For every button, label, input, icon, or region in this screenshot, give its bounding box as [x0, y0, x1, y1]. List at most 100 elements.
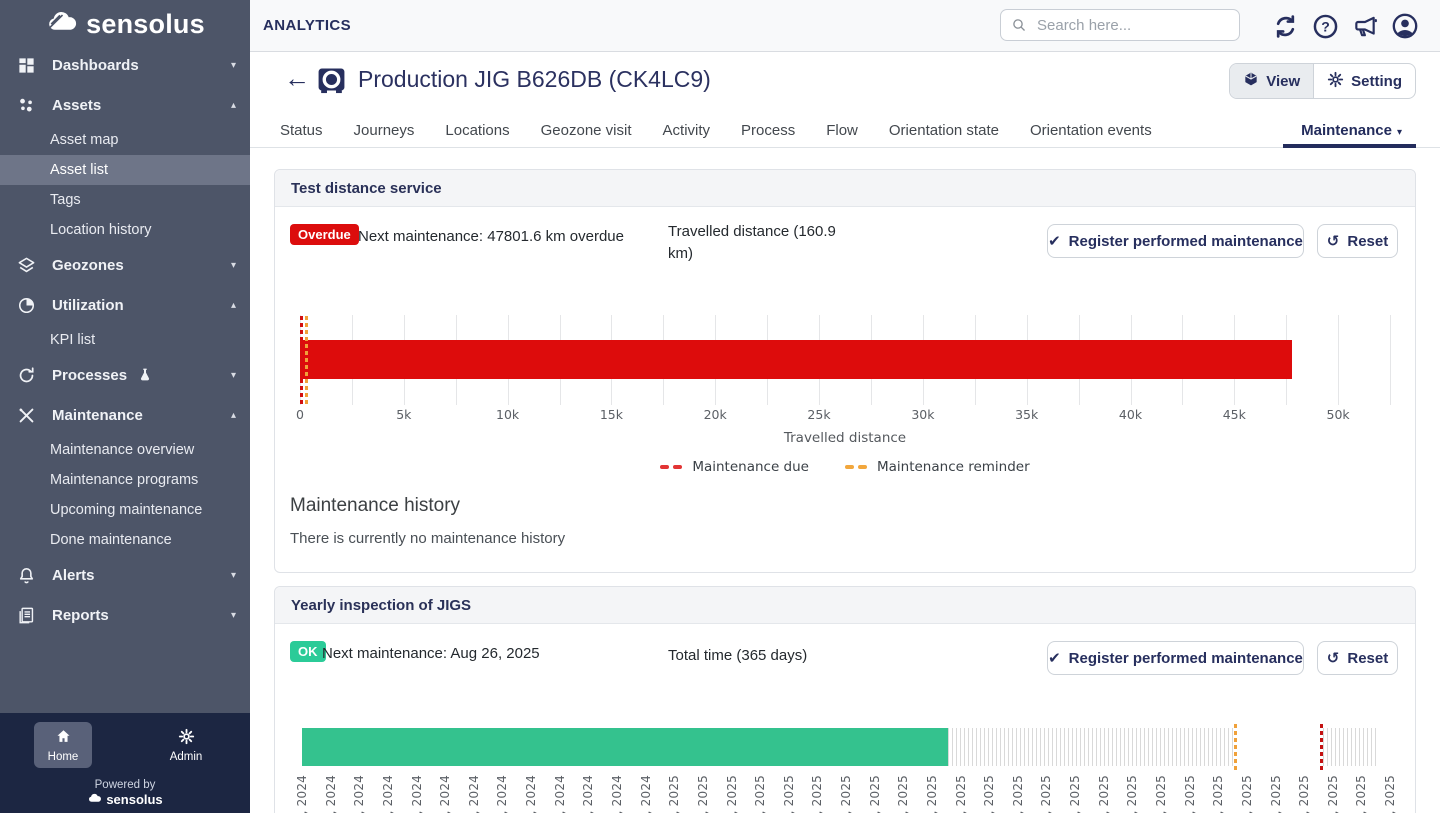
svg-text:?: ?: [1321, 18, 1330, 34]
tab-activity[interactable]: Activity: [662, 122, 711, 139]
search-box[interactable]: [1000, 9, 1240, 41]
sidebar-item-utilization[interactable]: Utilization ▴: [0, 285, 250, 325]
sidebar-item-assets[interactable]: Assets ▴: [0, 85, 250, 125]
setting-button[interactable]: Setting: [1313, 64, 1415, 98]
x-tick-date-label: Dec 16, 2024: [609, 775, 625, 813]
x-tick-date-label: Jun 4, 2025: [1096, 775, 1111, 813]
search-input[interactable]: [1035, 15, 1229, 35]
sidebar-item-label: Maintenance overview: [50, 442, 195, 458]
tab-flow[interactable]: Flow: [826, 122, 858, 139]
card-body: Overdue Next maintenance: 47801.6 km ove…: [275, 207, 1415, 573]
sidebar-item-asset-map[interactable]: Asset map: [0, 125, 250, 155]
x-tick-date-label: Dec 6, 2024: [581, 775, 596, 813]
chevron-down-icon: ▾: [230, 259, 236, 271]
x-tick-date-label: Jan 25, 2025: [724, 775, 740, 813]
sidebar-item-upcoming-maintenance[interactable]: Upcoming maintenance: [0, 495, 250, 525]
tab-geozone-visit[interactable]: Geozone visit: [540, 122, 632, 139]
tab-orientation-state[interactable]: Orientation state: [888, 122, 999, 139]
tab-maintenance[interactable]: Maintenance ▾: [1301, 122, 1402, 139]
x-tick-date-label: Sep 12, 2025: [1382, 775, 1398, 813]
topbar: ANALYTICS ?: [250, 0, 1440, 52]
x-tick-date-label: Sep 2, 2025: [1354, 775, 1369, 813]
elapsed-time-bar: [302, 728, 948, 766]
tab-status[interactable]: Status: [280, 122, 323, 139]
announcement-icon[interactable]: [1350, 11, 1380, 41]
x-tick-date-label: Mar 6, 2025: [839, 775, 853, 813]
x-tick-date-label: May 15, 2025: [1038, 775, 1054, 813]
sidebar-item-location-history[interactable]: Location history: [0, 215, 250, 245]
sidebar-item-reports[interactable]: Reports ▾: [0, 595, 250, 635]
sidebar-item-geozones[interactable]: Geozones ▾: [0, 245, 250, 285]
x-tick-date-label: Aug 28, 2024: [294, 775, 310, 813]
x-tick-date-label: May 5, 2025: [1010, 775, 1026, 813]
chart-legend: Maintenance due Maintenance reminder: [275, 459, 1415, 475]
home-button[interactable]: Home: [34, 722, 92, 768]
sidebar-item-maintenance[interactable]: Maintenance ▴: [0, 395, 250, 435]
chevron-down-icon: ▾: [230, 609, 236, 621]
tab-process[interactable]: Process: [741, 122, 796, 139]
x-tick-date-label: Mar 26, 2025: [895, 775, 911, 813]
x-tick-date-label: Aug 13, 2025: [1296, 775, 1312, 813]
content-column: ANALYTICS ? ← Production JIG B626DB (CK4…: [250, 0, 1440, 813]
sidebar-item-processes[interactable]: Processes ▾: [0, 355, 250, 395]
metric-text: Total time (365 days): [668, 647, 808, 664]
x-tick-date-label: Sep 7, 2024: [323, 775, 338, 813]
gridline: [1338, 315, 1340, 405]
sidebar-item-tags[interactable]: Tags: [0, 185, 250, 215]
sidebar-item-asset-list[interactable]: Asset list: [0, 155, 250, 185]
view-button[interactable]: View: [1230, 64, 1314, 98]
register-maintenance-button[interactable]: ✔ Register performed maintenance: [1047, 641, 1304, 675]
gear-icon: [178, 728, 195, 748]
chevron-down-icon: ▾: [1396, 127, 1402, 138]
maintenance-history-empty: There is currently no maintenance histor…: [290, 530, 566, 547]
processes-cycle-icon: [16, 365, 36, 385]
admin-button[interactable]: Admin: [152, 722, 220, 768]
active-tab-underline: [1283, 144, 1416, 148]
sidebar-item-label: Assets: [52, 96, 102, 114]
user-avatar-icon[interactable]: [1390, 11, 1420, 41]
chevron-down-icon: ▾: [230, 59, 236, 71]
maintenance-reminder-line: [305, 316, 309, 406]
search-icon: [1013, 19, 1026, 32]
next-maintenance-text: Next maintenance: 47801.6 km overdue: [358, 228, 624, 245]
sidebar-item-label: Geozones: [52, 256, 124, 274]
reset-button[interactable]: ↺ Reset: [1317, 641, 1398, 675]
x-tick-date-label: Nov 26, 2024: [552, 775, 568, 813]
x-tick-date-label: Jun 14, 2025: [1124, 775, 1140, 813]
jig-asset-icon: [316, 64, 347, 95]
chevron-down-icon: ▾: [230, 369, 236, 381]
sidebar-item-label: Alerts: [52, 566, 95, 584]
tab-bar: Status Journeys Locations Geozone visit Acti…: [250, 114, 1440, 148]
sync-icon[interactable]: [1270, 11, 1300, 41]
tab-orientation-events[interactable]: Orientation events: [1029, 122, 1152, 139]
tab-locations[interactable]: Locations: [445, 122, 510, 139]
card-title: Yearly inspection of JIGS: [275, 587, 1415, 624]
brand-name: sensolus: [86, 9, 205, 39]
reset-button[interactable]: ↺ Reset: [1317, 224, 1398, 258]
chevron-down-icon: ▾: [230, 569, 236, 581]
main-area: ← Production JIG B626DB (CK4LC9) View Se…: [250, 52, 1440, 813]
sidebar-item-label: Upcoming maintenance: [50, 502, 203, 518]
sidebar-item-maintenance-overview[interactable]: Maintenance overview: [0, 435, 250, 465]
powered-by: Powered by sensolus: [0, 779, 250, 807]
x-tick-date-label: Sep 17, 2024: [351, 775, 367, 813]
tab-journeys[interactable]: Journeys: [353, 122, 415, 139]
flask-icon: [137, 367, 153, 383]
sidebar-item-dashboards[interactable]: Dashboards ▾: [0, 45, 250, 85]
register-maintenance-button[interactable]: ✔ Register performed maintenance: [1047, 224, 1304, 258]
x-tick-date-label: Jul 4, 2025: [1182, 775, 1197, 813]
remaining-time-hatch: [948, 728, 1234, 766]
travelled-distance-bar: [300, 340, 1292, 379]
reports-doc-icon: [16, 605, 36, 625]
gridline: [1390, 315, 1391, 405]
sidebar-item-label: Asset list: [50, 162, 109, 178]
alerts-bell-icon: [16, 565, 36, 585]
sidebar-item-alerts[interactable]: Alerts ▾: [0, 555, 250, 595]
sidebar-item-kpi-list[interactable]: KPI list: [0, 325, 250, 355]
x-tick-date-label: Dec 26, 2024: [638, 775, 654, 813]
sidebar-item-done-maintenance[interactable]: Done maintenance: [0, 525, 250, 555]
x-tick-date-label: Sep 27, 2024: [380, 775, 396, 813]
help-icon[interactable]: ?: [1310, 11, 1340, 41]
back-arrow-icon[interactable]: ←: [284, 63, 310, 93]
sidebar-item-maintenance-programs[interactable]: Maintenance programs: [0, 465, 250, 495]
